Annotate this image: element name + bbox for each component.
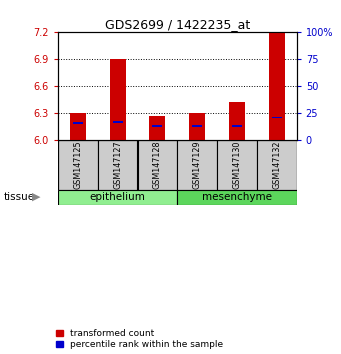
Bar <box>138 140 177 189</box>
Bar <box>229 102 245 140</box>
Bar <box>113 121 123 123</box>
Bar <box>189 113 205 140</box>
Text: ▶: ▶ <box>32 192 41 202</box>
Text: GSM147125: GSM147125 <box>73 141 83 189</box>
Text: mesenchyme: mesenchyme <box>202 193 272 202</box>
Bar <box>98 140 137 189</box>
Bar <box>73 122 83 124</box>
Legend: transformed count, percentile rank within the sample: transformed count, percentile rank withi… <box>56 329 223 349</box>
Text: GSM147132: GSM147132 <box>272 141 281 189</box>
Bar <box>177 189 297 205</box>
Bar <box>177 140 217 189</box>
Bar <box>58 140 98 189</box>
Bar <box>110 59 125 140</box>
Bar <box>257 140 297 189</box>
Bar <box>232 125 242 127</box>
Bar <box>192 125 202 127</box>
Title: GDS2699 / 1422235_at: GDS2699 / 1422235_at <box>105 18 250 31</box>
Text: tissue: tissue <box>3 192 34 202</box>
Bar <box>272 116 282 119</box>
Bar <box>269 32 285 140</box>
Text: GSM147129: GSM147129 <box>193 141 202 189</box>
Text: epithelium: epithelium <box>90 193 146 202</box>
Text: GSM147127: GSM147127 <box>113 141 122 189</box>
Bar <box>149 116 165 140</box>
Bar <box>58 189 177 205</box>
Bar <box>152 125 162 127</box>
Bar <box>217 140 257 189</box>
Text: GSM147128: GSM147128 <box>153 141 162 189</box>
Bar <box>70 113 86 140</box>
Text: GSM147130: GSM147130 <box>233 141 241 189</box>
